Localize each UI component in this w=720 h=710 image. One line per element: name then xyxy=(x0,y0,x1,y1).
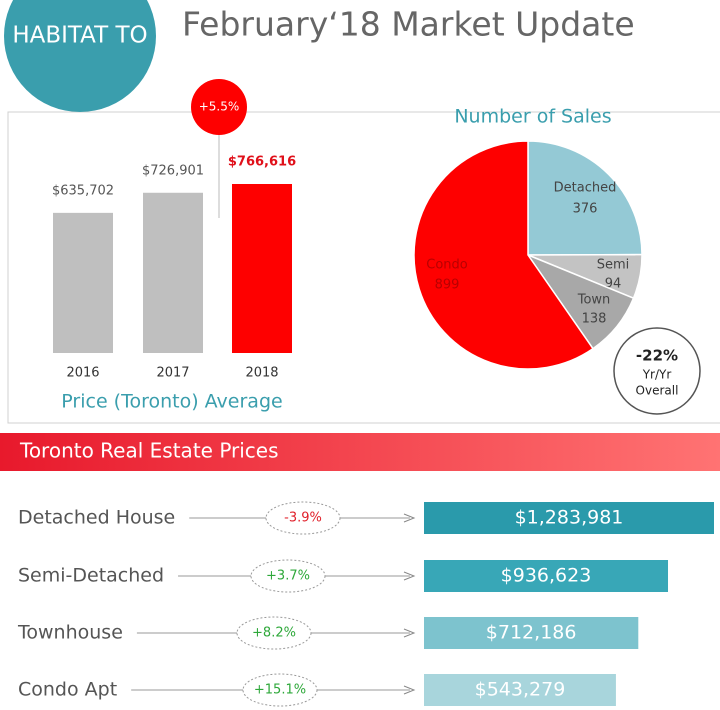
x-tick-label: 2017 xyxy=(156,366,189,381)
section-band xyxy=(0,433,720,471)
change-pill xyxy=(265,501,341,535)
callout-circle xyxy=(191,79,247,135)
slice-label: Town xyxy=(577,293,611,308)
logo-circle xyxy=(4,0,156,112)
value-label: $712,186 xyxy=(486,622,577,644)
slice-label: Condo xyxy=(426,258,468,273)
slice-label: Detached xyxy=(554,181,617,196)
bar xyxy=(232,184,292,353)
summary-label: -22% xyxy=(636,347,678,365)
price-bar xyxy=(424,560,669,592)
arrowhead xyxy=(403,685,416,695)
x-axis-label: Price (Toronto) Average xyxy=(61,391,282,413)
row-label: Townhouse xyxy=(17,622,123,644)
value-label: $936,623 xyxy=(501,565,592,587)
row-label: Detached House xyxy=(18,507,175,529)
slice-label: Semi xyxy=(597,258,630,273)
change-label: +8.2% xyxy=(252,626,296,641)
pie-title: Number of Sales xyxy=(454,106,611,128)
callout-label: +5.5% xyxy=(199,100,240,114)
change-pill xyxy=(250,559,326,593)
slice-value: 376 xyxy=(573,202,598,217)
change-label: +3.7% xyxy=(266,569,310,584)
summary-circle xyxy=(613,327,701,415)
value-label: $766,616 xyxy=(228,155,296,170)
slice-value: 899 xyxy=(435,278,460,293)
summary-label: Overall xyxy=(636,384,679,398)
pie-slice xyxy=(527,140,643,256)
arrowhead xyxy=(403,513,416,523)
change-pill xyxy=(242,673,318,707)
bar xyxy=(143,192,203,353)
panel-frame xyxy=(7,111,720,424)
value-label: $726,901 xyxy=(142,163,204,178)
value-label: $1,283,981 xyxy=(515,507,624,529)
value-label: $543,279 xyxy=(475,679,566,701)
change-label: +15.1% xyxy=(254,683,306,698)
pie-slice xyxy=(413,140,595,370)
price-bar xyxy=(424,674,616,706)
price-bar xyxy=(424,617,639,649)
summary-label: Yr/Yr xyxy=(642,368,672,382)
x-tick-label: 2018 xyxy=(245,366,278,381)
price-bar xyxy=(424,502,714,534)
arrowhead xyxy=(403,628,416,638)
change-label: -3.9% xyxy=(284,511,322,526)
row-label: Semi-Detached xyxy=(18,565,164,587)
section-title: Toronto Real Estate Prices xyxy=(19,439,279,463)
value-label: $635,702 xyxy=(52,183,114,198)
slice-value: 138 xyxy=(582,312,607,327)
row-label: Condo Apt xyxy=(18,679,117,701)
x-tick-label: 2016 xyxy=(66,366,99,381)
page-title: February‘18 Market Update xyxy=(182,5,635,44)
logo: HABITAT TO xyxy=(12,23,147,49)
change-pill xyxy=(236,616,312,650)
arrowhead xyxy=(403,571,416,581)
bar xyxy=(53,212,113,353)
